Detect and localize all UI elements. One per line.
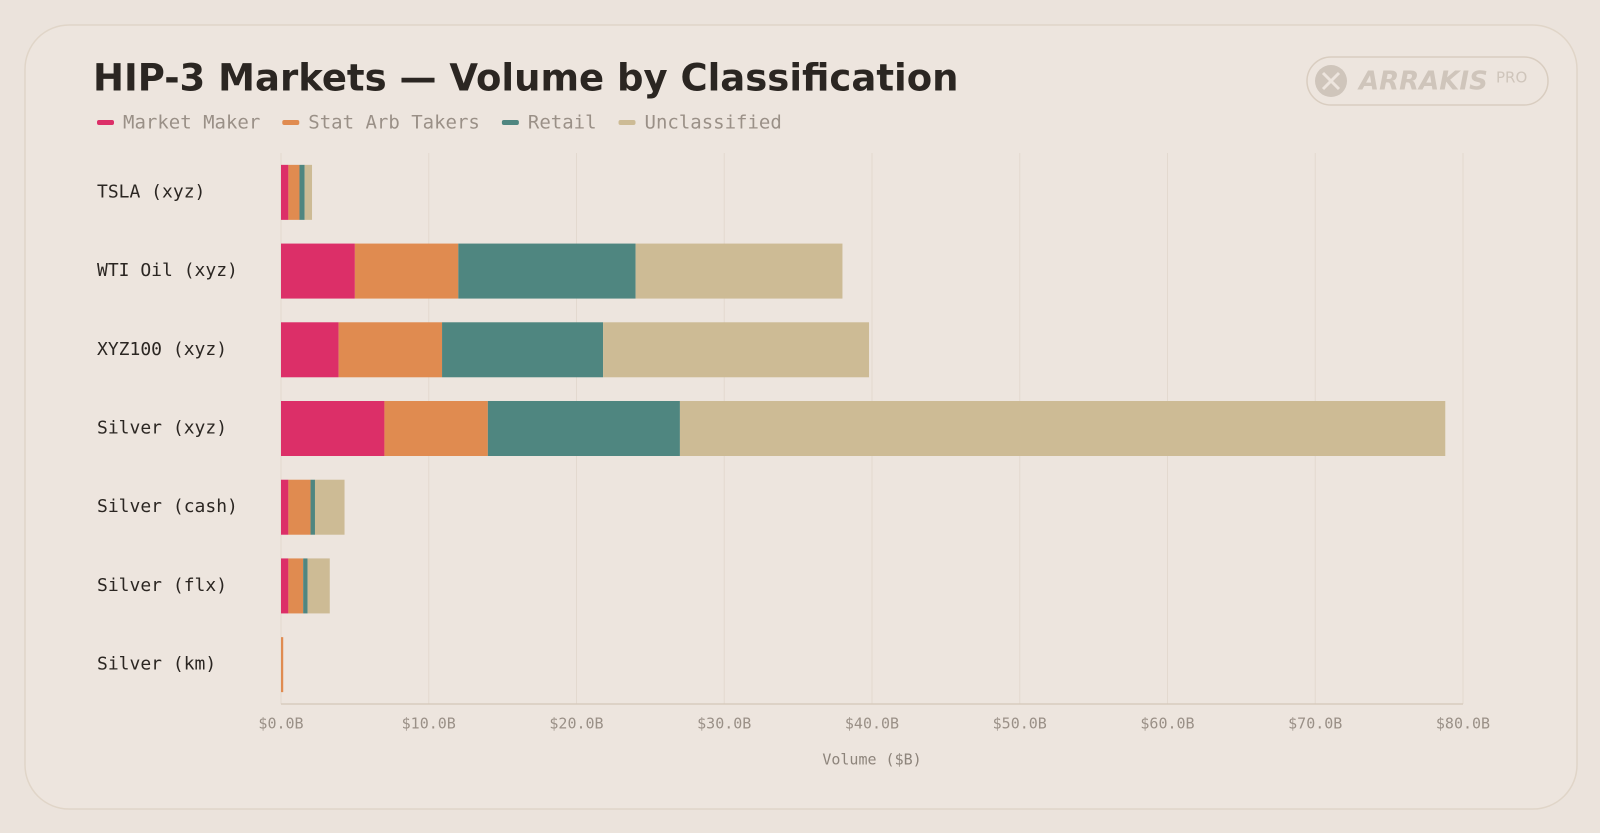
- legend-label: Market Maker: [123, 112, 260, 134]
- bar-segment: [288, 164, 300, 220]
- y-tick-label: Silver (xyz): [97, 418, 227, 439]
- brand-pill: [1306, 56, 1549, 106]
- bar-segment: [304, 164, 313, 220]
- bar-segment: [603, 322, 870, 378]
- bar-segment: [487, 401, 680, 456]
- y-tick-label: XYZ100 (xyz): [97, 339, 227, 360]
- bar-segment: [281, 637, 284, 693]
- bar-segment: [281, 243, 355, 299]
- bar-segment: [338, 322, 443, 378]
- brand-name: ARRAKIS: [1357, 67, 1488, 97]
- bar-segment: [288, 479, 311, 535]
- x-axis-label: Volume ($B): [822, 751, 921, 769]
- bar-segment: [314, 479, 345, 535]
- bar-segment: [281, 558, 289, 614]
- bar-segment: [458, 243, 636, 299]
- bar-segment: [384, 401, 488, 456]
- y-tick-label: WTI Oil (xyz): [97, 260, 238, 281]
- bar-segment: [281, 479, 289, 535]
- bar-segment: [307, 558, 330, 614]
- bar-segment: [281, 322, 339, 378]
- legend-label: Retail: [528, 112, 597, 134]
- legend-swatch: [282, 120, 300, 125]
- bar-segment: [354, 243, 459, 299]
- bar-segment: [299, 164, 305, 220]
- x-tick-label: $50.0B: [993, 715, 1047, 733]
- bar-segment: [442, 322, 604, 378]
- legend-swatch: [501, 120, 519, 125]
- bar-segment: [281, 401, 385, 456]
- bar-segment: [635, 243, 843, 299]
- x-tick-label: $30.0B: [697, 715, 751, 733]
- bar-segment: [303, 558, 308, 614]
- bar-segment: [679, 401, 1446, 456]
- legend-swatch: [618, 120, 636, 125]
- x-tick-label: $20.0B: [549, 715, 603, 733]
- legend-swatch: [97, 120, 114, 125]
- bar-segment: [310, 479, 315, 535]
- x-tick-label: $70.0B: [1288, 715, 1342, 733]
- x-tick-label: $60.0B: [1140, 715, 1194, 733]
- bar-segment: [288, 558, 304, 614]
- y-tick-label: TSLA (xyz): [97, 181, 205, 202]
- bar-segment: [281, 164, 289, 220]
- y-tick-label: Silver (cash): [97, 496, 238, 517]
- legend-label: Stat Arb Takers: [308, 112, 480, 134]
- brand-icon-mark: [1321, 71, 1341, 91]
- y-tick-label: Silver (km): [97, 654, 216, 675]
- chart-title: HIP-3 Markets — Volume by Classification: [93, 57, 958, 100]
- brand-tag: PRO: [1496, 69, 1527, 87]
- x-tick-label: $10.0B: [402, 715, 456, 733]
- legend-label: Unclassified: [645, 112, 782, 134]
- x-tick-label: $80.0B: [1436, 715, 1490, 733]
- x-tick-label: $40.0B: [845, 715, 899, 733]
- x-tick-label: $0.0B: [258, 715, 303, 733]
- y-tick-label: Silver (flx): [97, 575, 227, 596]
